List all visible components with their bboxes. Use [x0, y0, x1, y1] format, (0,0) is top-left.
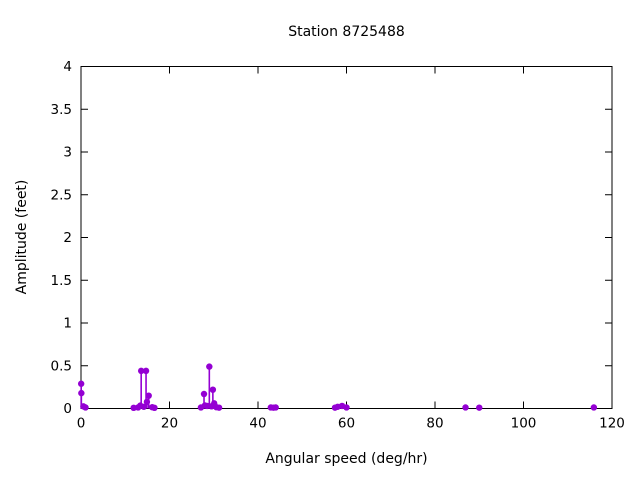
data-point [206, 363, 213, 370]
y-tick-label: 2.5 [51, 187, 72, 203]
data-point [142, 367, 150, 375]
y-tick-label: 3.5 [51, 102, 72, 118]
x-tick-label: 60 [338, 416, 355, 432]
y-tick-label: 1.5 [51, 273, 72, 289]
data-point [200, 390, 208, 398]
y-tick-label: 1 [63, 316, 72, 332]
y-tick-label: 0.5 [51, 358, 72, 374]
data-point [590, 404, 598, 411]
y-tick-label: 3 [63, 145, 72, 161]
plot-border [80, 66, 613, 409]
x-axis-label: Angular speed (deg/hr) [265, 451, 428, 467]
x-tick-label: 40 [249, 416, 266, 432]
data-point [343, 404, 350, 411]
data-point [215, 404, 223, 411]
chart-title: Station 8725488 [288, 24, 405, 40]
data-point [77, 380, 85, 387]
data-point [272, 404, 279, 411]
data-point [82, 404, 89, 411]
x-tick-label: 0 [77, 416, 86, 432]
data-point [78, 389, 85, 397]
x-tick-label: 20 [161, 416, 178, 432]
data-point [462, 404, 469, 411]
y-tick-label: 0 [63, 401, 72, 417]
data-point [151, 404, 158, 412]
data-point [145, 392, 152, 399]
y-tick-label: 2 [63, 230, 72, 246]
data-point [137, 367, 145, 375]
x-tick-label: 120 [599, 416, 625, 432]
x-tick-label: 80 [426, 416, 443, 432]
data-point [209, 386, 217, 393]
y-tick-label: 4 [63, 59, 72, 75]
x-tick-label: 100 [511, 416, 537, 432]
data-point [476, 404, 483, 411]
